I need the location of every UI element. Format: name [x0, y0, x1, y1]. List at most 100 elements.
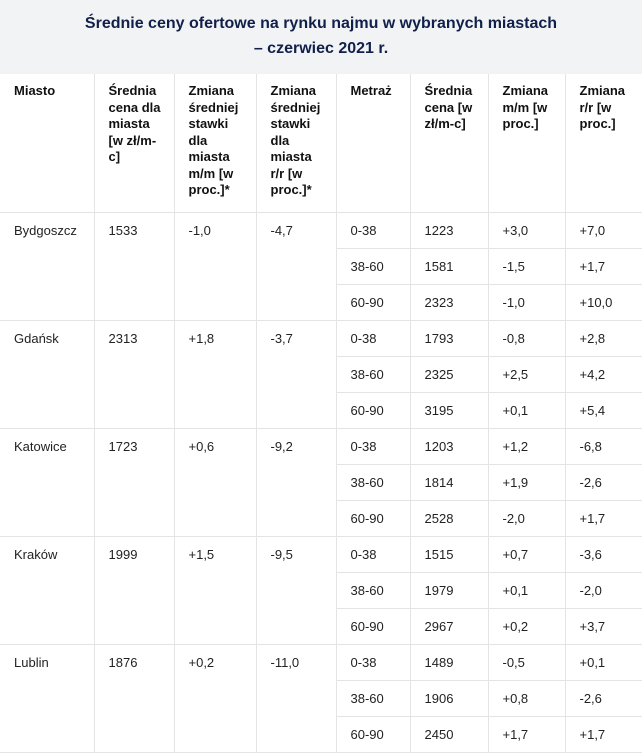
table-row: Bydgoszcz 1533 -1,0 -4,7 0-38 1223 +3,0 +7,0: [0, 211, 642, 321]
header-city-change-mm: Zmiana średniej stawki dla miasta m/m [w…: [173, 74, 257, 213]
change-mm: +0,1: [487, 391, 566, 429]
size-range: 0-38: [335, 211, 411, 249]
change-mm: +1,2: [487, 427, 566, 465]
city-change-rr: -11,0: [255, 643, 337, 753]
size-range: 38-60: [335, 679, 411, 717]
change-rr: +1,7: [564, 715, 642, 753]
avg-price: 1793: [409, 319, 489, 357]
table-row: Gdańsk 2313 +1,8 -3,7 0-38 1793 -0,8 +2,8: [0, 319, 642, 429]
change-mm: +1,9: [487, 463, 566, 501]
change-mm: -0,5: [487, 643, 566, 681]
change-rr: +7,0: [564, 211, 642, 249]
change-mm: +0,7: [487, 535, 566, 573]
table-row: 38-60 1906 +0,8 -2,6: [0, 679, 642, 717]
size-range: 0-38: [335, 319, 411, 357]
change-rr: -2,6: [564, 463, 642, 501]
change-rr: +4,2: [564, 355, 642, 393]
table-row: Kraków 1999 +1,5 -9,5 0-38 1515 +0,7 -3,6: [0, 535, 642, 645]
city-change-mm: +1,8: [173, 319, 257, 429]
avg-price: 2325: [409, 355, 489, 393]
size-range: 0-38: [335, 535, 411, 573]
city-name: Kraków: [0, 535, 95, 645]
header-size: Metraż: [335, 74, 411, 213]
city-change-mm: +0,2: [173, 643, 257, 753]
table-row: 60-90 3195 +0,1 +5,4: [0, 391, 642, 429]
header-city: Miasto: [0, 74, 95, 213]
city-change-rr: -4,7: [255, 211, 337, 321]
table-row: 60-90 2450 +1,7 +1,7: [0, 715, 642, 753]
city-name: Katowice: [0, 427, 95, 537]
city-avg-price: 1876: [93, 643, 175, 753]
change-rr: -3,6: [564, 535, 642, 573]
change-rr: +0,1: [564, 643, 642, 681]
size-range: 38-60: [335, 571, 411, 609]
header-change-mm: Zmiana m/m [w proc.]: [487, 74, 566, 213]
size-range: 60-90: [335, 715, 411, 753]
size-range: 0-38: [335, 643, 411, 681]
size-range: 0-38: [335, 427, 411, 465]
header-city-change-rr: Zmiana średniej stawki dla miasta r/r [w…: [255, 74, 337, 213]
avg-price: 2323: [409, 283, 489, 321]
change-mm: +0,1: [487, 571, 566, 609]
change-mm: +0,2: [487, 607, 566, 645]
caption-line-1: Średnie ceny ofertowe na rynku najmu w w…: [84, 15, 558, 32]
size-range: 38-60: [335, 247, 411, 285]
change-rr: -2,0: [564, 571, 642, 609]
size-range: 38-60: [335, 463, 411, 501]
table-row: Katowice 1723 +0,6 -9,2 0-38 1203 +1,2 -6,8: [0, 427, 642, 537]
change-rr: -2,6: [564, 679, 642, 717]
city-name: Gdańsk: [0, 319, 95, 429]
rent-prices-table: Miasto Średnia cena dla miasta [w zł/m-c…: [0, 74, 642, 753]
city-change-rr: -9,2: [255, 427, 337, 537]
avg-price: 1979: [409, 571, 489, 609]
change-rr: +1,7: [564, 499, 642, 537]
city-change-mm: +0,6: [173, 427, 257, 537]
table-row: 38-60 1814 +1,9 -2,6: [0, 463, 642, 501]
city-change-mm: +1,5: [173, 535, 257, 645]
avg-price: 1223: [409, 211, 489, 249]
size-range: 60-90: [335, 607, 411, 645]
table-body: Bydgoszcz 1533 -1,0 -4,7 0-38 1223 +3,0 +7,0 38-…: [0, 211, 642, 753]
city-avg-price: 1999: [93, 535, 175, 645]
change-mm: -0,8: [487, 319, 566, 357]
avg-price: 1581: [409, 247, 489, 285]
change-rr: +10,0: [564, 283, 642, 321]
size-range: 60-90: [335, 499, 411, 537]
city-name: Bydgoszcz: [0, 211, 95, 321]
header-city-avg-price: Średnia cena dla miasta [w zł/m-c]: [93, 74, 175, 213]
avg-price: 2450: [409, 715, 489, 753]
size-range: 60-90: [335, 283, 411, 321]
avg-price: 1203: [409, 427, 489, 465]
city-avg-price: 1723: [93, 427, 175, 537]
table-row: 60-90 2967 +0,2 +3,7: [0, 607, 642, 645]
city-avg-price: 2313: [93, 319, 175, 429]
avg-price: 2528: [409, 499, 489, 537]
table-row: 38-60 1581 -1,5 +1,7: [0, 247, 642, 285]
header-row: Miasto Średnia cena dla miasta [w zł/m-c…: [0, 74, 642, 213]
table-row: 38-60 1979 +0,1 -2,0: [0, 571, 642, 609]
table-row: Lublin 1876 +0,2 -11,0 0-38 1489 -0,5 +0,1: [0, 643, 642, 753]
header-change-rr: Zmiana r/r [w proc.]: [564, 74, 642, 213]
size-range: 60-90: [335, 391, 411, 429]
avg-price: 1489: [409, 643, 489, 681]
table-caption: Średnie ceny ofertowe na rynku najmu w w…: [0, 0, 642, 74]
avg-price: 1515: [409, 535, 489, 573]
avg-price: 3195: [409, 391, 489, 429]
header-avg-price: Średnia cena [w zł/m-c]: [409, 74, 489, 213]
city-name: Lublin: [0, 643, 95, 753]
change-rr: +1,7: [564, 247, 642, 285]
avg-price: 1814: [409, 463, 489, 501]
change-mm: +0,8: [487, 679, 566, 717]
caption-line-2: – czerwiec 2021 r.: [253, 40, 389, 57]
avg-price: 2967: [409, 607, 489, 645]
change-rr: +5,4: [564, 391, 642, 429]
change-rr: +3,7: [564, 607, 642, 645]
change-mm: -1,0: [487, 283, 566, 321]
change-mm: +2,5: [487, 355, 566, 393]
size-range: 38-60: [335, 355, 411, 393]
city-change-mm: -1,0: [173, 211, 257, 321]
city-change-rr: -3,7: [255, 319, 337, 429]
change-mm: -2,0: [487, 499, 566, 537]
change-mm: -1,5: [487, 247, 566, 285]
change-rr: -6,8: [564, 427, 642, 465]
